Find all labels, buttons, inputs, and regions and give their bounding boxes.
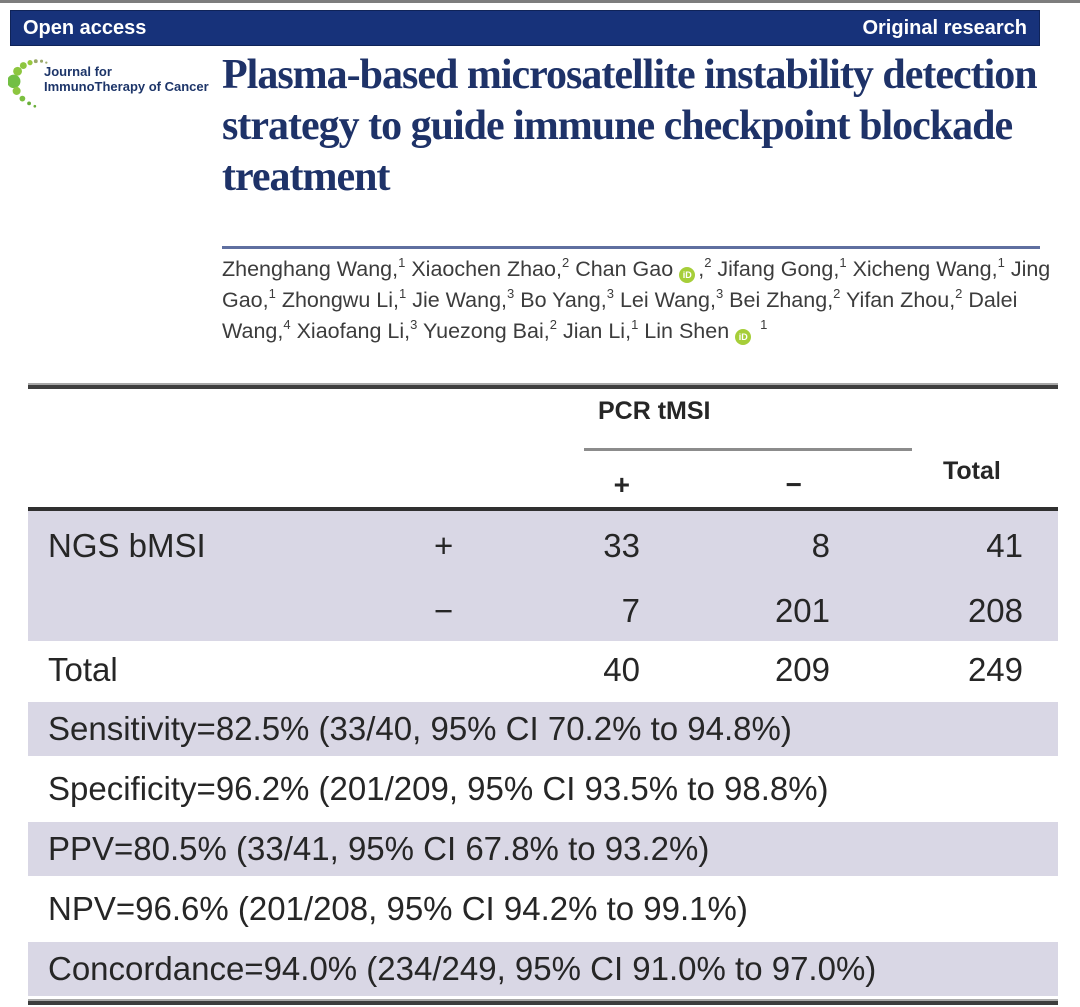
value-bmsi-neg-total: 208 [912,581,1058,641]
column-header-pcr-positive: + [613,469,630,500]
column-header-pcr-negative: − [785,469,802,500]
author-affiliation-number: 2 [549,316,557,332]
author-name: Bo Yang [520,288,601,312]
author-name: Zhenghang Wang [222,257,393,281]
author-name: Jing Gao [222,257,1051,312]
author-name: Jifang Gong [717,257,834,281]
row-sign-empty [386,641,584,699]
header-spacer [28,389,584,451]
journal-header-banner: Open access Original research [10,10,1040,46]
author-name: Bei Zhang [729,288,828,312]
value-total-pcr-neg: 209 [774,651,830,688]
stat-row-concordance: Concordance=94.0% (234/249, 95% CI 91.0%… [28,939,1058,999]
author-affiliation-number: 2 [561,254,570,270]
journal-name: Journal for ImmunoTherapy of Cancer [44,64,224,94]
column-header-total: Total [943,457,1001,485]
row-label-empty [28,581,386,641]
stat-row-ppv: PPV=80.5% (33/41, 95% CI 67.8% to 93.2%) [28,819,1058,879]
row-label-total: Total [48,651,118,688]
orcid-icon[interactable]: iD [735,329,752,345]
author-affiliation-number: 3 [507,285,515,301]
matrix-grid: PCR tMSI + − Total NGS bMSI + 33 8 41 − … [28,383,1058,1005]
author-name: Chan Gao [575,257,674,281]
author-affiliation-number: 2 [833,285,841,301]
author-affiliation-number: 2 [955,285,963,301]
author-name: Yifan Zhou [846,288,950,312]
value-total-total: 249 [967,651,1023,688]
row-sign-positive: + [386,511,584,581]
orcid-icon[interactable]: iD [679,267,696,283]
author-affiliation-number: 3 [410,316,418,332]
row-sign-negative: − [386,581,584,641]
author-affiliation-number: 1 [631,316,639,332]
author-affiliation-number: 1 [760,316,768,332]
value-bmsi-pos-total: 41 [912,511,1058,581]
author-affiliation-number: 2 [704,254,712,270]
stat-row-npv: NPV=96.6% (201/208, 95% CI 94.2% to 99.1… [28,879,1058,939]
table-bottom-rule [28,999,1058,1005]
header-spacer [28,451,584,507]
journal-logo-dots-icon [8,59,48,108]
author-name: Xiaofang Li [296,319,405,343]
open-access-label: Open access [23,16,147,39]
author-name: Dalei Wang [222,288,1018,343]
table-top-rule-dark [28,385,1058,389]
author-name: Jie Wang [412,288,502,312]
author-name: Xicheng Wang [852,257,992,281]
author-affiliation-number: 3 [606,285,614,301]
author-divider-rule [222,246,1040,249]
value-bmsi-neg-pcr-neg: 201 [748,581,912,641]
stat-row-specificity: Specificity=96.2% (201/209, 95% CI 93.5%… [28,759,1058,819]
row-label-ngs-bmsi: NGS bMSI [28,511,386,581]
value-bmsi-neg-pcr-pos: 7 [584,581,748,641]
value-bmsi-pos-pcr-neg: 8 [748,511,912,581]
author-affiliation-number: 1 [398,254,406,270]
stat-row-sensitivity: Sensitivity=82.5% (33/40, 95% CI 70.2% t… [28,699,1058,759]
author-name: Lei Wang [619,288,710,312]
author-name: Lin Shen [644,319,730,343]
author-name: Jian Li [562,319,626,343]
authors-line: Zhenghang Wang,1 Xiaochen Zhao,2 Chan Ga… [222,254,1051,345]
author-affiliation-number: 1 [398,285,407,301]
article-type-label: Original research [862,16,1027,39]
header-bottom-rule [28,507,1058,511]
author-affiliation-number: 3 [715,285,724,301]
value-bmsi-pos-pcr-pos: 33 [584,511,748,581]
journal-name-line1: Journal for [44,64,112,79]
table-top-rule-light [28,383,1058,385]
journal-name-line2: ImmunoTherapy of Cancer [44,79,209,94]
author-affiliation-number: 4 [283,316,291,332]
author-name: Zhongwu Li [281,288,393,312]
author-affiliation-number: 1 [839,254,847,270]
article-title: Plasma-based microsatellite instability … [222,52,1038,201]
column-group-header-pcr-tmsi: PCR tMSI [584,389,912,451]
header-spacer [912,389,1058,451]
author-name: Yuezong Bai [422,319,544,343]
page-top-edge-line [0,0,1080,3]
author-name: Xiaochen Zhao [411,257,556,281]
author-affiliation-number: 1 [268,285,276,301]
value-total-pcr-pos: 40 [603,651,640,688]
confusion-matrix-table: PCR tMSI + − Total NGS bMSI + 33 8 41 − … [0,383,1080,1005]
author-affiliation-number: 1 [997,254,1005,270]
